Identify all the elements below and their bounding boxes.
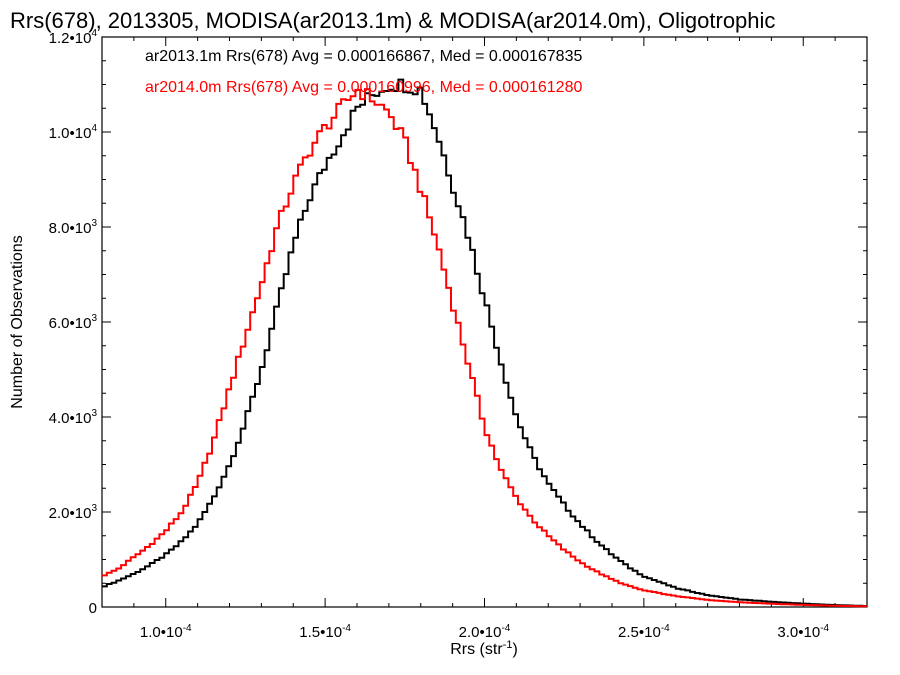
y-tick-label: 6.0•103 <box>49 313 98 332</box>
series-lines <box>102 78 867 608</box>
y-tick-label: 4.0•103 <box>49 408 98 427</box>
y-tick-label: 1.0•104 <box>49 123 98 142</box>
plot-frame <box>101 36 868 608</box>
x-axis-label: Rrs (str-1) <box>450 639 518 658</box>
x-tick-label: 2.5•10-4 <box>618 623 670 641</box>
y-tick-label: 2.0•103 <box>49 503 98 522</box>
x-tick-label: 2.0•10-4 <box>459 623 511 641</box>
y-tick-label: 8.0•103 <box>49 218 98 237</box>
y-tick-label: 0 <box>89 600 97 617</box>
annotation-ar2014: ar2014.0m Rrs(678) Avg = 0.000160996, Me… <box>145 79 582 96</box>
chart-title: Rrs(678), 2013305, MODISA(ar2013.1m) & M… <box>10 8 775 33</box>
series-line-ar2013-1m <box>102 78 867 607</box>
axis-ticks: 1.0•10-4 1.5•10-4 2.0•10-4 2.5•10-4 3.0•10-4… <box>49 28 868 641</box>
y-axis-label: Number of Observations <box>9 235 26 408</box>
annotation-ar2013: ar2013.1m Rrs(678) Avg = 0.000166867, Me… <box>145 48 582 65</box>
x-tick-label: 1.0•10-4 <box>140 623 192 641</box>
series-line-ar2014-0m <box>102 88 867 608</box>
y-tick-label: 1.2•104 <box>49 28 98 47</box>
x-tick-label: 1.5•10-4 <box>299 623 351 641</box>
x-tick-label: 3.0•10-4 <box>777 623 829 641</box>
